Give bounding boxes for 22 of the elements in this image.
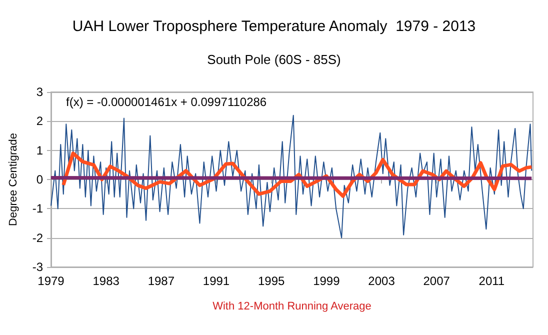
x-tick-label: 1983 [92, 274, 120, 288]
y-axis-title: Degree Centigrade [8, 133, 20, 226]
y-tick-label: 1 [36, 143, 44, 158]
x-tick-label: 2003 [368, 274, 396, 288]
x-tick-label: 2011 [478, 274, 505, 288]
y-tick-label: 2 [36, 114, 44, 128]
x-tick-label: 1979 [38, 274, 65, 288]
annotation: f(x) = -0.000001461x + 0.0997110286 [66, 95, 267, 109]
x-tick-label: 1991 [202, 274, 230, 288]
y-tick-label: -1 [32, 202, 44, 216]
y-tick-label: 3 [36, 85, 44, 99]
chart-subtitle: South Pole (60S - 85S) [207, 52, 341, 67]
y-tick-label: 0 [36, 172, 44, 186]
x-tick-label: 2007 [423, 274, 450, 288]
y-tick-label: -2 [32, 230, 44, 245]
x-tick-label: 1995 [258, 274, 286, 288]
x-tick-label: 1999 [313, 274, 340, 288]
y-tick-label: -3 [32, 260, 44, 274]
chart-title: UAH Lower Troposphere Temperature Anomaly 1979 - 2013 [72, 18, 476, 35]
line-series [50, 114, 532, 238]
x-axis-title: With 12-Month Running Average [212, 300, 372, 312]
x-tick-label: 1987 [148, 274, 175, 288]
